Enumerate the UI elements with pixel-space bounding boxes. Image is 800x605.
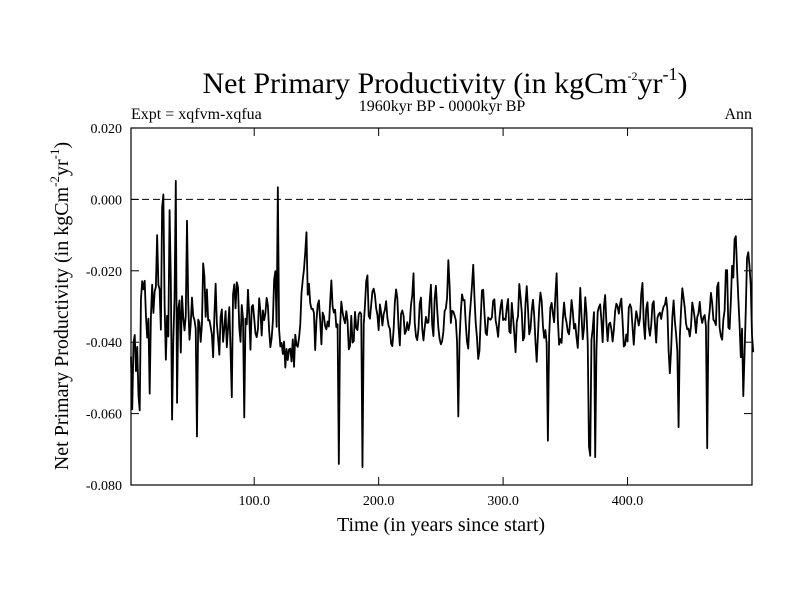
- y-axis-ticks: 0.020 0.000 -0.020 -0.040 -0.060 -0.080: [86, 122, 752, 494]
- period-label: 1960kyr BP - 0000kyr BP: [359, 98, 526, 115]
- x-tick-label: 200.0: [363, 494, 395, 509]
- x-axis-label: Time (in years since start): [337, 514, 545, 536]
- plot-frame: [130, 127, 753, 486]
- y-tick-label: 0.000: [91, 193, 123, 208]
- y-tick-label: -0.040: [86, 336, 122, 351]
- x-tick-label: 100.0: [238, 494, 270, 509]
- y-tick-label: 0.020: [91, 122, 123, 137]
- season-label: Ann: [724, 106, 752, 123]
- y-tick-label: -0.080: [86, 479, 122, 494]
- x-tick-label: 400.0: [612, 494, 644, 509]
- y-axis-label: Net Primary Productivity (in kgCm-2yr-1): [47, 142, 73, 470]
- x-tick-label: 300.0: [487, 494, 519, 509]
- y-tick-label: -0.060: [86, 408, 122, 423]
- chart-title: Net Primary Productivity (in kgCm-2yr-1): [203, 64, 688, 100]
- y-tick-label: -0.020: [86, 265, 122, 280]
- npp-series-line: [130, 179, 755, 469]
- x-axis-ticks: 100.0 200.0 300.0 400.0: [238, 128, 643, 509]
- experiment-label: Expt = xqfvm-xqfua: [131, 106, 262, 123]
